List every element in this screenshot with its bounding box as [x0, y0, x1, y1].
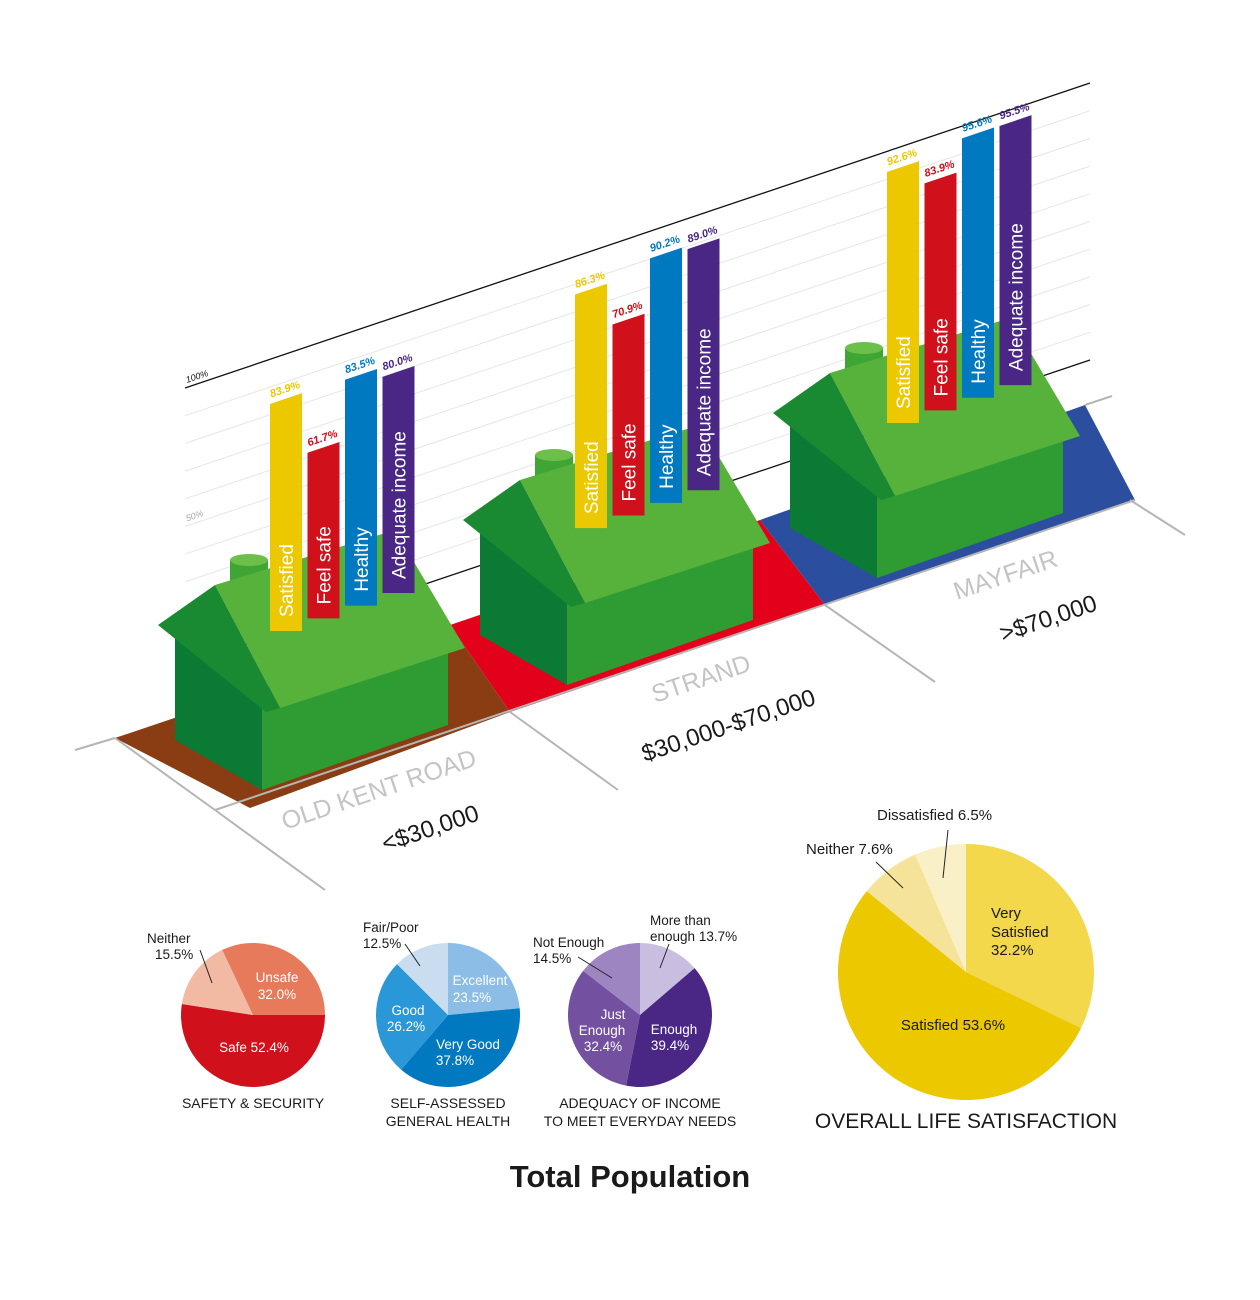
bar-series-label: Adequate income	[390, 431, 411, 579]
health-pie-labels: Fair/Poor 12.5% Excellent 23.5% Good 26.…	[363, 920, 510, 1129]
bar-satisfied	[575, 283, 607, 529]
slice-label-safe: Safe 52.4%	[219, 1040, 289, 1055]
pie-title: GENERAL HEALTH	[386, 1113, 510, 1129]
pie-title: ADEQUACY OF INCOME	[559, 1095, 721, 1111]
slice-value: 12.5%	[363, 936, 401, 951]
bar-satisfied	[270, 393, 302, 631]
pie-slice-neither	[866, 854, 966, 972]
slice-label: More than	[650, 913, 711, 928]
income-pie-labels: Not Enough 14.5% More than enough 13.7% …	[533, 913, 737, 1129]
bar-adequate-income	[687, 238, 720, 491]
slice-value: 14.5%	[533, 951, 571, 966]
slice-label: Neither	[147, 931, 191, 946]
slice-value: 26.2%	[387, 1019, 425, 1034]
y-tick-label: 100%	[184, 368, 209, 385]
pie-slice-unsafe	[222, 943, 325, 1015]
footer-title: Total Population	[510, 1159, 751, 1194]
pie-slice-very-satisfied	[966, 844, 1095, 1029]
bar-healthy	[650, 247, 682, 503]
pie-slice-good	[376, 964, 448, 1070]
slice-label: Good	[391, 1003, 424, 1018]
gridline	[184, 110, 1091, 417]
pie-slice-excellent	[448, 943, 520, 1015]
slice-label: Just	[601, 1007, 626, 1022]
pie-slice-just-enough	[568, 970, 640, 1086]
slice-label: Fair/Poor	[363, 920, 419, 935]
bar-series-label: Satisfied	[894, 336, 915, 409]
slice-value: 32.0%	[258, 987, 296, 1002]
axis-line	[184, 82, 1091, 389]
bar-series-label: Healthy	[657, 424, 678, 489]
pie-slice-not-enough	[583, 943, 640, 1015]
pie-title: SELF-ASSESSED	[390, 1095, 505, 1111]
overall-pie-labels: Dissatisfied 6.5% Neither 7.6% Very Sati…	[806, 807, 1117, 1133]
slice-label: Very Good	[436, 1037, 500, 1052]
slice-value: 32.4%	[584, 1039, 622, 1054]
bar-series-label: Adequate income	[695, 328, 716, 476]
bar-series-label: Feel safe	[620, 423, 641, 501]
bar-series-label: Healthy	[352, 527, 373, 592]
slice-label: Enough	[579, 1023, 626, 1038]
bar-feel-safe	[924, 172, 957, 411]
pie-slice-more-than-enough	[640, 943, 695, 1015]
safety-pie-labels: Neither 15.5% Unsafe 32.0% Safe 52.4% SA…	[147, 931, 325, 1111]
pie-title: SAFETY & SECURITY	[182, 1095, 325, 1111]
pie-slice-dissatisfied	[915, 844, 966, 972]
income-band-mayfair: >$70,000	[996, 590, 1100, 648]
slice-value: 39.4%	[651, 1038, 689, 1053]
bar-adequate-income	[999, 115, 1032, 386]
bar-series-label: Adequate income	[1007, 223, 1028, 371]
bar-series-label: Satisfied	[582, 441, 603, 514]
slice-value: 15.5%	[155, 947, 193, 962]
bar-healthy	[962, 127, 994, 398]
slice-label: Neither 7.6%	[806, 841, 893, 858]
slice-label: Dissatisfied 6.5%	[877, 807, 992, 824]
pie-title: OVERALL LIFE SATISFACTION	[815, 1110, 1117, 1133]
pie-title: TO MEET EVERYDAY NEEDS	[544, 1113, 736, 1129]
bar-series-label: Healthy	[969, 319, 990, 384]
bar-series-label: Feel safe	[932, 318, 953, 396]
bar-adequate-income	[382, 366, 415, 594]
bar-feel-safe	[612, 313, 645, 516]
slice-label: Very	[991, 905, 1022, 922]
bar-satisfied	[887, 161, 919, 424]
slice-label: Unsafe	[256, 970, 299, 985]
pie-charts	[180, 844, 1095, 1100]
slice-label: Not Enough	[533, 935, 604, 950]
pie-slice-neither	[181, 949, 253, 1015]
slice-label: Excellent	[453, 973, 508, 988]
pie-slice-enough	[626, 968, 712, 1087]
pie-slice-satisfied	[838, 891, 1082, 1100]
slice-value: 32.2%	[991, 942, 1034, 959]
slice-label: Enough	[651, 1022, 698, 1037]
slice-value: 37.8%	[436, 1053, 474, 1068]
pie-slice-safe	[180, 1003, 325, 1087]
slice-label: enough 13.7%	[650, 929, 737, 944]
slice-label: Satisfied	[991, 924, 1049, 941]
pie-slice-very-good	[401, 1008, 520, 1087]
bar-series-label: Satisfied	[277, 544, 298, 617]
bar-series-label: Feel safe	[315, 526, 336, 604]
pie-slice-fair-poor	[397, 943, 448, 1015]
income-band-old-kent-road: <$30,000	[378, 800, 482, 858]
bar-healthy	[345, 368, 377, 606]
slice-label: Satisfied 53.6%	[901, 1017, 1005, 1034]
slice-value: 23.5%	[453, 990, 491, 1005]
bar-feel-safe	[307, 442, 340, 619]
ground-divider-lines	[74, 395, 1186, 891]
